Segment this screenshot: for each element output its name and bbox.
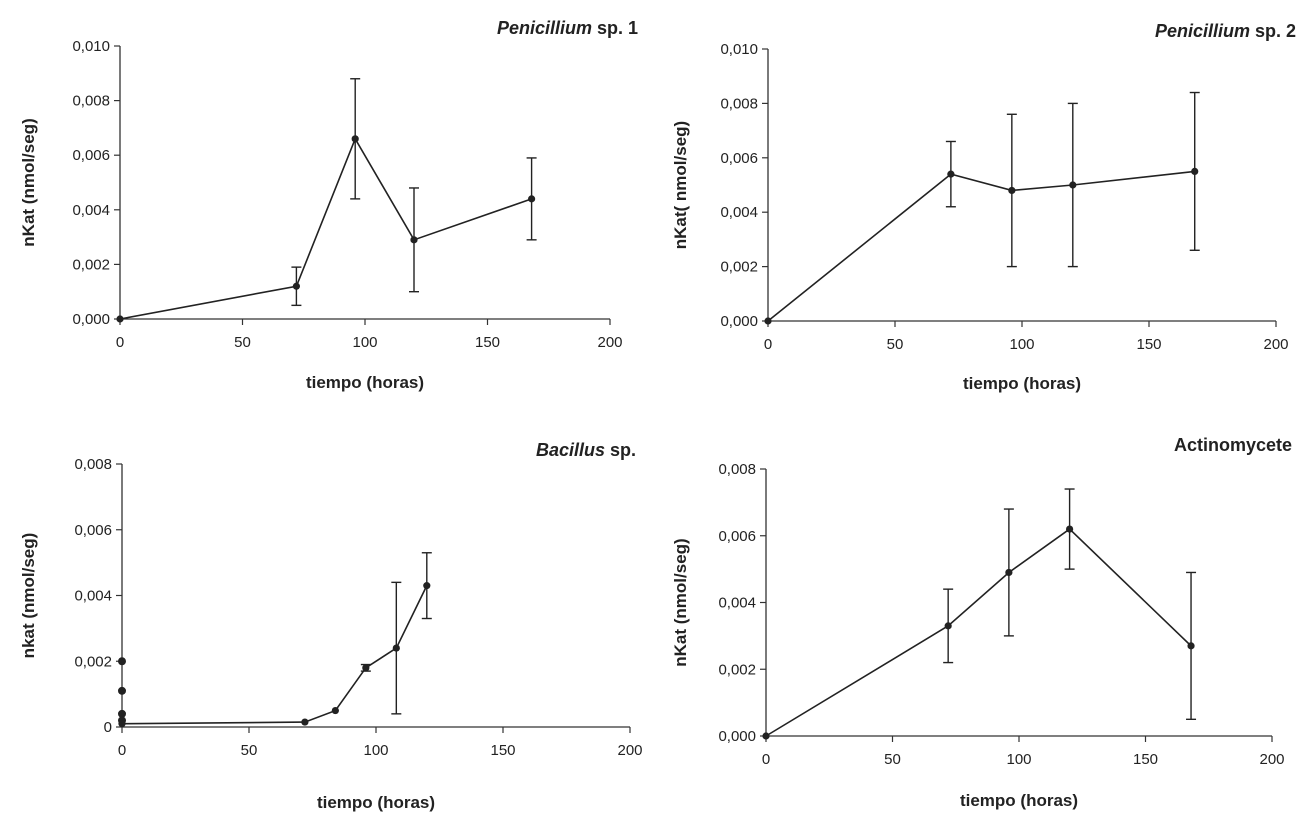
data-point-extra: [118, 657, 126, 666]
x-tick-label: 150: [475, 334, 500, 351]
data-point-extra: [118, 716, 126, 725]
y-tick-label: 0,010: [72, 38, 110, 55]
x-tick-label: 0: [762, 751, 770, 768]
chart-panel-4: 0,000 0,002 0,004 0,006 0,008 0 50 100 150 200 tie…: [671, 435, 1292, 810]
data-point: [1069, 181, 1077, 189]
chart-panel-1: 0,000 0,002 0,004 0,006 0,008 0,010 0 50 100 150 2…: [19, 18, 638, 392]
panel-title: Actinomycete: [1174, 435, 1292, 455]
y-tick-label: 0,008: [74, 456, 112, 473]
x-tick-label: 50: [887, 336, 904, 353]
data-point: [764, 317, 772, 325]
data-point: [944, 622, 952, 630]
x-tick-label: 100: [1009, 336, 1034, 353]
x-tick-label: 100: [1006, 751, 1031, 768]
y-axis-title: nKat( nmol/seg): [671, 121, 690, 249]
x-axis-title: tiempo (horas): [317, 793, 435, 812]
x-tick-label: 50: [241, 742, 258, 759]
data-point: [762, 732, 770, 740]
data-point-extra: [118, 709, 126, 718]
series-line: [121, 585, 428, 725]
panel-title-part: sp. 1: [592, 18, 638, 38]
y-tick-label: 0,006: [720, 150, 758, 167]
y-tick-label: 0,004: [720, 204, 758, 221]
data-point: [1008, 186, 1016, 195]
x-tick-label: 200: [617, 742, 642, 759]
data-point: [292, 282, 300, 290]
y-axis-title: nKat (nmol/seg): [671, 538, 690, 666]
y-tick-label: 0,008: [72, 93, 110, 110]
data-point: [331, 706, 339, 715]
data-point: [362, 664, 370, 672]
y-axis-title: nKat (nmol/seg): [19, 118, 38, 246]
panel-title: Bacillus sp.: [536, 440, 636, 460]
panel-title: Penicillium sp. 1: [497, 18, 638, 38]
data-point-extra: [118, 686, 126, 695]
y-tick-label: 0,006: [72, 147, 110, 164]
data-point: [947, 170, 955, 178]
y-tick-label: 0,008: [720, 95, 758, 112]
x-tick-label: 150: [490, 742, 515, 759]
y-axis-title: nkat (nmol/seg): [19, 533, 38, 659]
x-tick-label: 50: [234, 334, 251, 351]
panel-title-part: Bacillus: [536, 440, 605, 460]
data-point: [351, 135, 359, 143]
y-tick-label: 0,002: [718, 661, 756, 678]
data-point: [116, 315, 124, 323]
series-line: [765, 528, 1192, 737]
x-tick-label: 150: [1133, 751, 1158, 768]
x-tick-label: 100: [352, 334, 377, 351]
y-tick-label: 0,002: [720, 259, 758, 276]
x-tick-label: 150: [1136, 336, 1161, 353]
x-tick-label: 0: [764, 336, 772, 353]
data-point: [301, 718, 309, 726]
x-tick-label: 200: [1263, 336, 1288, 353]
data-point: [410, 236, 418, 244]
y-tick-label: 0,000: [720, 313, 758, 330]
series-line: [767, 170, 1195, 322]
x-tick-label: 0: [116, 334, 124, 351]
panel-title-part: sp.: [605, 440, 636, 460]
data-point: [1005, 568, 1013, 577]
x-axis-title: tiempo (horas): [306, 373, 424, 392]
x-axis-title: tiempo (horas): [960, 791, 1078, 810]
panel-title-part: Penicillium: [1155, 21, 1250, 41]
y-tick-label: 0,002: [72, 256, 110, 273]
y-tick-label: 0,000: [72, 311, 110, 328]
data-point: [528, 195, 536, 203]
x-tick-label: 0: [118, 742, 126, 759]
y-tick-label: 0,004: [72, 202, 110, 219]
data-point: [1187, 642, 1195, 650]
y-tick-label: 0,004: [74, 588, 112, 605]
data-point: [423, 582, 431, 590]
y-tick-label: 0,010: [720, 41, 758, 58]
series-line: [119, 136, 532, 320]
data-point: [1191, 167, 1199, 175]
data-point: [392, 644, 400, 652]
chart-panel-3: 0 0,002 0,004 0,006 0,008 0 50 100 150 200 tiempo …: [19, 440, 643, 812]
x-tick-label: 200: [597, 334, 622, 351]
panel-title-part: Actinomycete: [1174, 435, 1292, 455]
panel-title: Penicillium sp. 2: [1155, 21, 1296, 41]
y-tick-label: 0,006: [74, 522, 112, 539]
panel-title-part: sp. 2: [1250, 21, 1296, 41]
chart-panel-2: 0,000 0,002 0,004 0,006 0,008 0,010 0 50 100 150 2…: [671, 21, 1296, 393]
y-tick-label: 0: [104, 719, 112, 736]
y-tick-label: 0,006: [718, 528, 756, 545]
panel-title-part: Penicillium: [497, 18, 592, 38]
x-tick-label: 50: [884, 751, 901, 768]
data-point: [1066, 525, 1074, 533]
y-tick-label: 0,008: [718, 461, 756, 478]
y-tick-label: 0,004: [718, 595, 756, 612]
x-tick-label: 100: [363, 742, 388, 759]
x-axis-title: tiempo (horas): [963, 374, 1081, 393]
x-tick-label: 200: [1259, 751, 1284, 768]
y-tick-label: 0,002: [74, 653, 112, 670]
y-tick-label: 0,000: [718, 728, 756, 745]
